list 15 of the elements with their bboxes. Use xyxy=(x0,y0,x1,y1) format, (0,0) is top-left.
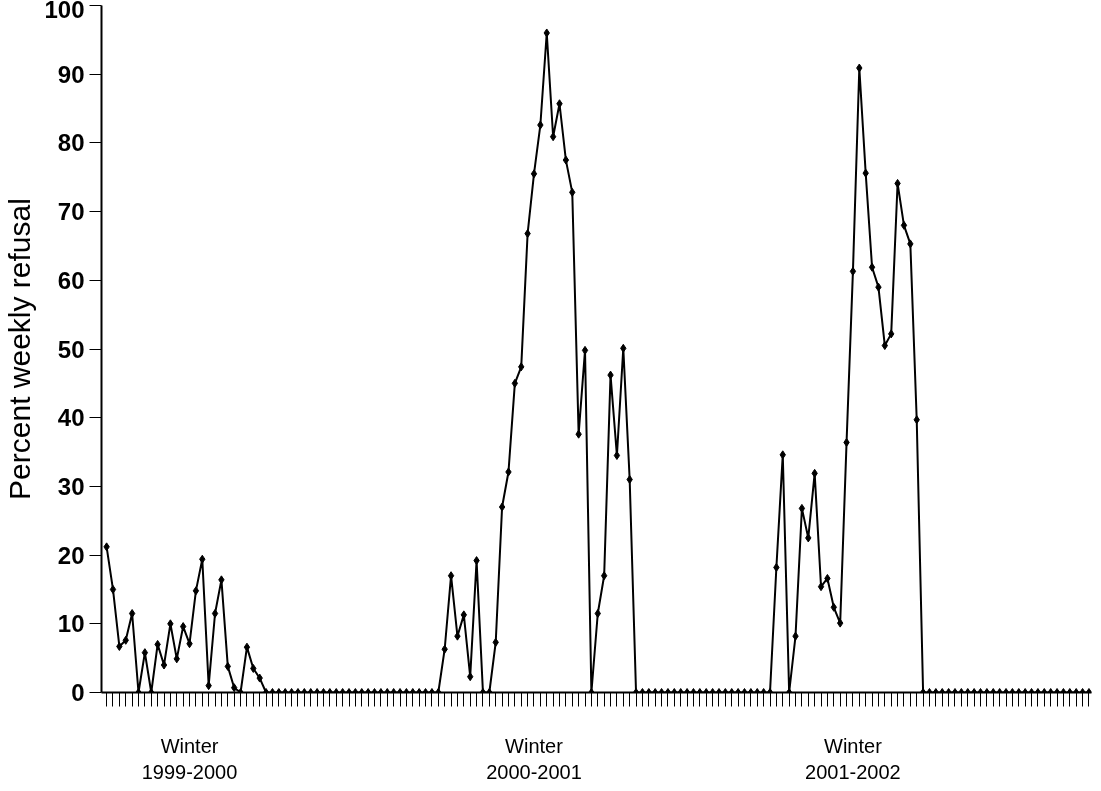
y-tick-label: 80 xyxy=(57,129,85,157)
y-tick-label: 100 xyxy=(44,0,85,23)
x-tick-label: Winter 2001-2002 xyxy=(805,734,901,783)
y-tick-label: 90 xyxy=(57,60,85,88)
x-tick-label: Winter 1999-2000 xyxy=(141,734,238,783)
y-axis-title: Percent weekly refusal xyxy=(3,198,37,500)
y-tick-label: 10 xyxy=(57,610,85,638)
y-tick-label: 50 xyxy=(57,335,85,363)
y-tick-label: 30 xyxy=(57,472,85,500)
y-tick-label: 40 xyxy=(57,404,85,432)
x-tick-label: Winter 2000-2001 xyxy=(486,734,582,783)
y-tick-label: 0 xyxy=(71,679,85,706)
y-tick-label: 20 xyxy=(57,541,85,569)
y-tick-label: 70 xyxy=(57,198,85,226)
y-tick-label: 60 xyxy=(57,266,85,294)
